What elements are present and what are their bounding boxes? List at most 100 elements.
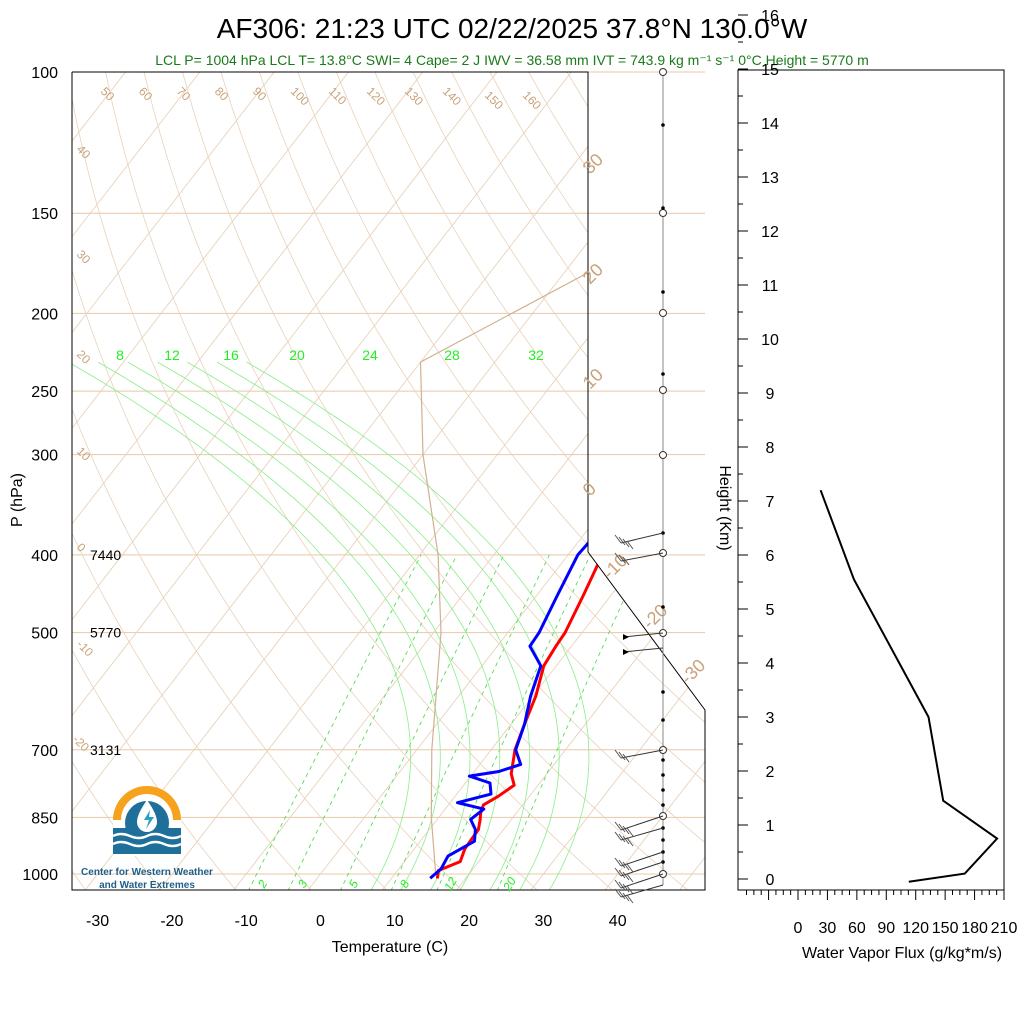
wind-level-dot: [661, 690, 665, 694]
sounding-profiles: [429, 531, 621, 880]
wind-barb-feather: [626, 873, 634, 883]
wind-barb-feather: [614, 534, 622, 544]
mixing-ratio-bottom-label: 3: [295, 877, 311, 890]
wind-barb: [622, 632, 664, 638]
height-tick-label: 9: [766, 386, 775, 403]
parcel-curve: [419, 72, 705, 875]
temperature-tick-label: -30: [86, 913, 109, 930]
wind-barb-feather: [614, 831, 622, 841]
height-tick-label: 7: [766, 494, 775, 511]
dry-adiabat: [643, 72, 705, 890]
wind-barb: [622, 647, 664, 653]
pressure-tick-label: 200: [31, 306, 58, 323]
flux-tick-label: 180: [961, 920, 988, 937]
isotherm: [72, 72, 424, 890]
flux-tick-label: 90: [877, 920, 895, 937]
svg-text:10: 10: [74, 444, 94, 464]
svg-text:50: 50: [98, 84, 118, 104]
wind-barb-feather: [622, 825, 630, 835]
height-labels: 7440 5770 3131: [90, 547, 121, 758]
wind-barb-feather: [614, 749, 622, 759]
wind-barb-feather: [622, 835, 630, 845]
isotherm: [307, 72, 705, 890]
svg-text:-20: -20: [70, 732, 92, 754]
svg-text:-20: -20: [639, 600, 672, 633]
height-axis-label: Height (Km): [716, 465, 733, 550]
wind-level-dot: [661, 372, 665, 376]
height-label: 5770: [90, 625, 121, 641]
isotherm: [754, 72, 1024, 890]
wind-barb: [620, 827, 664, 841]
dry-adiabat: [220, 72, 705, 890]
dry-adiabat: [143, 72, 690, 890]
pressure-tick-label: 300: [31, 448, 58, 465]
svg-text:30: 30: [579, 150, 607, 178]
isotherm: [72, 72, 201, 890]
mixing-ratio-line: [390, 554, 550, 890]
mixing-ratio-top-label: 16: [223, 347, 239, 363]
mixing-ratio-line: [247, 554, 422, 890]
temperature-tick-label: 10: [386, 913, 404, 930]
pressure-tick-label: 400: [31, 548, 58, 565]
wind-barb: [620, 815, 664, 831]
pressure-tick-label: 150: [31, 206, 58, 223]
moist-adiabat: [127, 361, 471, 890]
mixing-ratio-top-label: 20: [289, 347, 305, 363]
mixing-ratio-top-label: 28: [444, 347, 460, 363]
isotherm: [382, 72, 705, 890]
moist-adiabat: [246, 361, 590, 890]
pressure-axis: 100 150 200 250 300 400 500 700 850 1000: [22, 65, 58, 884]
dry-adiabat: [72, 72, 539, 890]
wind-barb-feather: [622, 871, 630, 881]
pressure-tick-label: 250: [31, 384, 58, 401]
mixing-ratio-top-label: 24: [362, 347, 378, 363]
wind-level-dot: [661, 788, 665, 792]
height-tick-label: 11: [762, 278, 779, 295]
wind-barb-feather: [618, 751, 626, 761]
wind-barb-feather: [622, 883, 630, 893]
mixing-ratio-bottom-label: 12: [441, 874, 460, 893]
x-axis-label: Temperature (C): [332, 939, 448, 956]
temperature-tick-label: -20: [160, 913, 183, 930]
wind-barb-feather: [626, 863, 634, 873]
wind-level-dot: [661, 290, 665, 294]
flux-tick-label: 60: [848, 920, 866, 937]
dry-adiabat: [72, 72, 238, 890]
svg-text:20: 20: [579, 260, 607, 288]
isotherm: [72, 72, 349, 890]
isotherm: [530, 72, 705, 890]
flux-tick-label: 120: [902, 920, 929, 937]
wind-barb-feather: [618, 859, 626, 869]
pressure-tick-label: 850: [31, 810, 58, 827]
logo-line-1: Center for Western Weather: [81, 867, 213, 878]
height-label: 3131: [90, 742, 121, 758]
wind-barb: [620, 851, 664, 867]
flux-axis-label: Water Vapor Flux (g/kg*m/s): [802, 945, 1002, 962]
flux-tick-label: 30: [819, 920, 837, 937]
wind-barb-feather: [626, 894, 634, 904]
pressure-tick-label: 700: [31, 743, 58, 760]
wind-level-dot: [661, 758, 665, 762]
moist-adiabat: [216, 361, 560, 890]
wind-level-dot: [661, 838, 665, 842]
height-tick-label: 8: [766, 440, 775, 457]
temperature-tick-label: 30: [535, 913, 553, 930]
flux-tick-label: 150: [932, 920, 959, 937]
height-tick-label: 12: [761, 224, 779, 241]
pressure-tick-label: 100: [31, 65, 58, 82]
wind-barb: [620, 873, 664, 889]
mixing-ratio-bottom-label: 2: [254, 877, 270, 891]
dry-adiabat: [566, 72, 705, 890]
temperature-tick-label: 0: [316, 913, 325, 930]
svg-text:10: 10: [579, 365, 607, 393]
isotherm: [72, 72, 498, 890]
isotherm: [72, 72, 275, 890]
dry-adiabat: [605, 72, 705, 890]
skewt-frame: [71, 71, 706, 891]
temperature-axis: -30 -20 -10 0 10 20 30 40: [86, 913, 627, 930]
mixing-ratio-top-label: 8: [116, 347, 124, 363]
svg-text:60: 60: [136, 84, 156, 104]
wind-level-circle: [659, 68, 667, 76]
theta-labels: 50 60 70 80 90 100 110 120 130 140 150 1…: [70, 84, 709, 754]
